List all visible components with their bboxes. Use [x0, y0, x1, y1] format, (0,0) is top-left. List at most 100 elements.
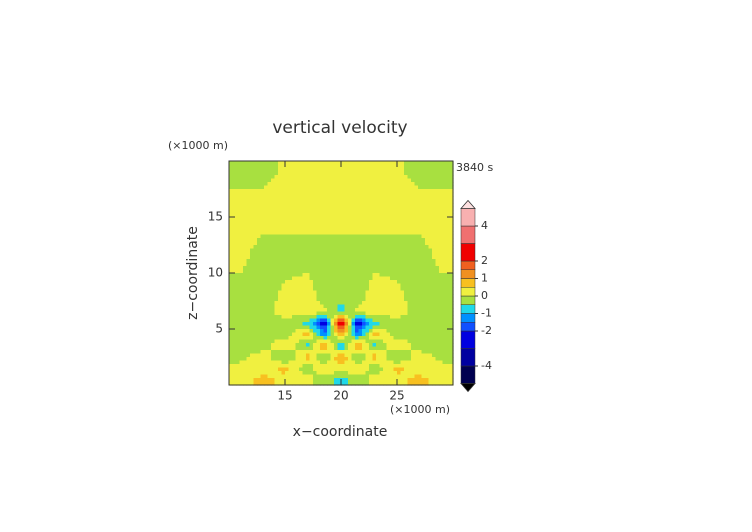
field-cell: [376, 199, 381, 204]
field-cell: [411, 360, 416, 365]
field-cell: [432, 287, 437, 292]
field-cell: [435, 308, 440, 313]
field-cell: [404, 329, 409, 334]
field-cell: [239, 164, 244, 169]
field-cell: [400, 238, 405, 243]
field-cell: [439, 171, 444, 176]
field-cell: [369, 350, 374, 355]
field-cell: [421, 178, 426, 183]
field-cell: [425, 318, 430, 323]
field-cell: [383, 357, 388, 362]
field-cell: [288, 304, 293, 309]
field-cell: [306, 199, 311, 204]
field-cell: [418, 189, 423, 194]
field-cell: [316, 350, 321, 355]
field-cell: [323, 353, 328, 358]
field-cell: [386, 378, 391, 383]
field-cell: [348, 175, 353, 180]
field-cell: [351, 332, 356, 337]
field-cell: [267, 259, 272, 264]
field-cell: [306, 318, 311, 323]
field-cell: [372, 374, 377, 379]
field-cell: [292, 175, 297, 180]
field-cell: [243, 189, 248, 194]
field-cell: [257, 241, 262, 246]
field-cell: [414, 185, 419, 190]
field-cell: [365, 248, 370, 253]
field-cell: [250, 248, 255, 253]
field-cell: [351, 185, 356, 190]
field-cell: [229, 227, 234, 232]
field-cell: [260, 325, 265, 330]
field-cell: [309, 290, 314, 295]
field-cell: [253, 322, 258, 327]
field-cell: [232, 290, 237, 295]
field-cell: [393, 241, 398, 246]
field-cell: [264, 273, 269, 278]
field-cell: [281, 189, 286, 194]
x-unit: (×1000 m): [390, 403, 450, 416]
field-cell: [428, 168, 433, 173]
field-cell: [236, 273, 241, 278]
field-cell: [285, 210, 290, 215]
field-cell: [285, 294, 290, 299]
field-cell: [299, 255, 304, 260]
field-cell: [299, 357, 304, 362]
field-cell: [425, 213, 430, 218]
field-cell: [425, 203, 430, 208]
field-cell: [229, 367, 234, 372]
field-cell: [393, 262, 398, 267]
field-cell: [372, 357, 377, 362]
field-cell: [264, 196, 269, 201]
field-cell: [390, 276, 395, 281]
field-cell: [274, 297, 279, 302]
field-cell: [348, 322, 353, 327]
field-cell: [337, 315, 342, 320]
field-cell: [267, 378, 272, 383]
field-cell: [274, 266, 279, 271]
field-cell: [411, 189, 416, 194]
field-cell: [418, 168, 423, 173]
field-cell: [327, 161, 332, 166]
field-cell: [260, 336, 265, 341]
field-cell: [257, 367, 262, 372]
field-cell: [411, 322, 416, 327]
field-cell: [400, 343, 405, 348]
field-cell: [323, 220, 328, 225]
field-cell: [400, 227, 405, 232]
field-cell: [267, 178, 272, 183]
field-cell: [285, 238, 290, 243]
field-cell: [292, 231, 297, 236]
field-cell: [264, 374, 269, 379]
field-cell: [267, 339, 272, 344]
field-cell: [365, 346, 370, 351]
field-cell: [418, 374, 423, 379]
field-cell: [330, 213, 335, 218]
field-cell: [358, 192, 363, 197]
field-cell: [344, 273, 349, 278]
field-cell: [358, 199, 363, 204]
field-cell: [369, 245, 374, 250]
field-cell: [390, 290, 395, 295]
field-cell: [421, 273, 426, 278]
field-cell: [439, 189, 444, 194]
field-cell: [418, 339, 423, 344]
field-cell: [372, 336, 377, 341]
field-cell: [323, 322, 328, 327]
field-cell: [243, 269, 248, 274]
field-cell: [334, 322, 339, 327]
field-cell: [358, 378, 363, 383]
field-cell: [428, 318, 433, 323]
field-cell: [358, 161, 363, 166]
field-cell: [281, 346, 286, 351]
field-cell: [309, 329, 314, 334]
field-cell: [278, 217, 283, 222]
field-cell: [407, 297, 412, 302]
field-cell: [239, 241, 244, 246]
field-cell: [309, 196, 314, 201]
field-cell: [271, 234, 276, 239]
field-cell: [334, 269, 339, 274]
field-cell: [414, 245, 419, 250]
field-cell: [243, 301, 248, 306]
field-cell: [362, 203, 367, 208]
